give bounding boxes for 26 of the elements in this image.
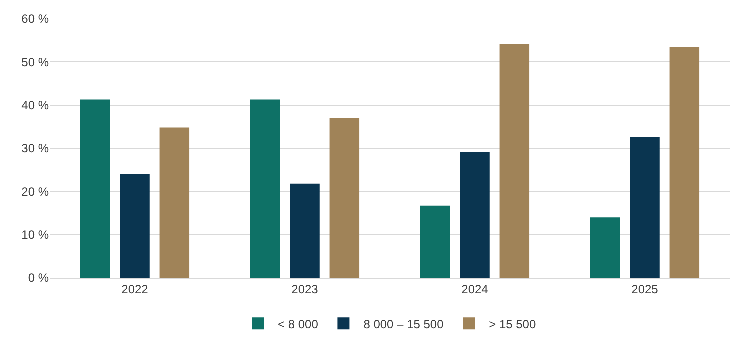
y-tick-label: 0 % bbox=[28, 271, 50, 286]
bar bbox=[250, 100, 280, 278]
legend-label: 8 000 – 15 500 bbox=[364, 317, 444, 332]
y-tick-label: 40 % bbox=[22, 98, 50, 113]
bar bbox=[590, 218, 620, 278]
x-tick-label: 2023 bbox=[292, 282, 319, 296]
bar bbox=[330, 118, 360, 278]
y-tick-label: 50 % bbox=[22, 55, 50, 70]
bar bbox=[290, 184, 320, 278]
bar bbox=[630, 137, 660, 278]
y-tick-label: 10 % bbox=[22, 228, 50, 242]
y-tick-label: 20 % bbox=[22, 184, 50, 199]
legend-label: < 8 000 bbox=[278, 317, 319, 332]
bar bbox=[460, 152, 490, 278]
bar bbox=[420, 206, 450, 278]
x-tick-label: 2024 bbox=[462, 282, 489, 296]
bar bbox=[670, 47, 700, 278]
bar bbox=[160, 128, 190, 278]
bar bbox=[120, 174, 150, 278]
y-tick-label: 30 % bbox=[22, 142, 50, 156]
x-tick-label: 2025 bbox=[632, 282, 659, 296]
y-tick-label: 60 % bbox=[22, 12, 50, 26]
bar bbox=[500, 44, 530, 278]
legend-label: > 15 500 bbox=[489, 317, 536, 332]
bar bbox=[80, 100, 110, 278]
x-tick-label: 2022 bbox=[122, 282, 149, 296]
